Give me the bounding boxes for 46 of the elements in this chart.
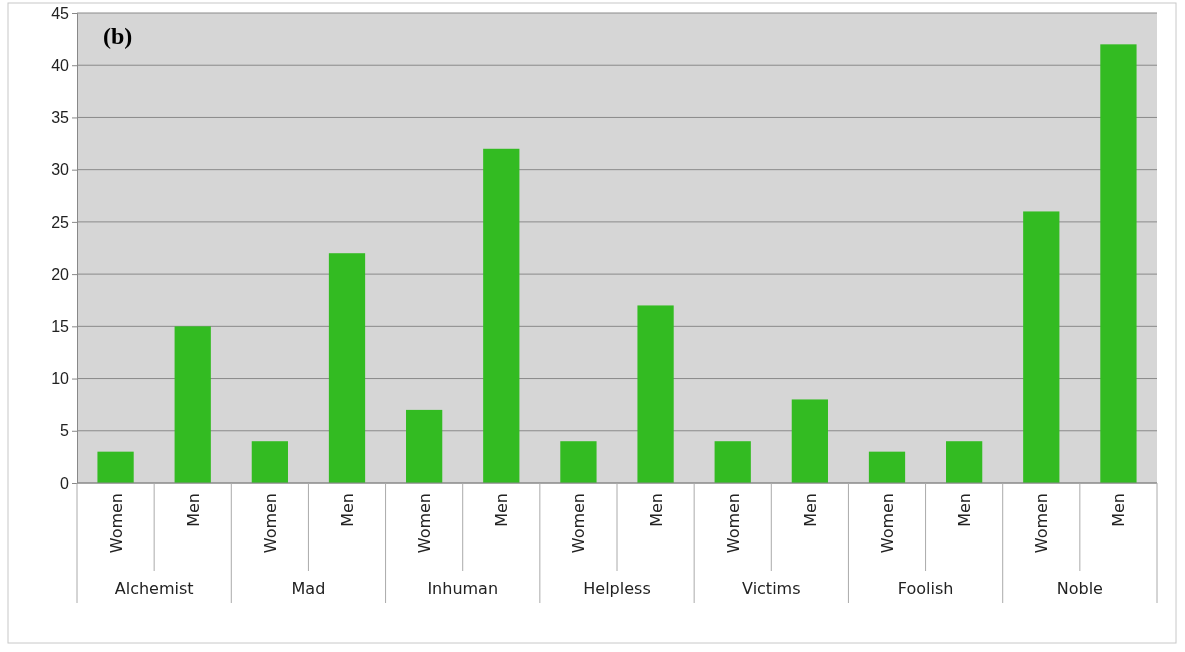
x-tick-label: Noble (1056, 579, 1103, 598)
text: Women (260, 493, 280, 554)
bar (1100, 44, 1137, 483)
bar (406, 409, 443, 483)
text: Men (492, 493, 512, 527)
y-tick-label: 35 (51, 109, 70, 127)
text: Men (338, 493, 357, 527)
bar (637, 305, 674, 483)
bar (868, 451, 906, 483)
y-tick-label: 25 (51, 213, 70, 231)
text: Men (646, 493, 666, 527)
bar (251, 441, 288, 483)
bar (97, 451, 134, 483)
bar (483, 148, 520, 483)
text: Men (800, 493, 820, 527)
y-tick-label: 5 (60, 422, 70, 440)
x-tick-label: Mad (291, 579, 326, 598)
y-tick-label: 30 (51, 161, 70, 179)
bar (174, 326, 211, 483)
bar (1023, 211, 1060, 483)
y-tick-label: 40 (51, 56, 70, 74)
bar (714, 441, 751, 483)
text: Women (1032, 493, 1052, 554)
bar (560, 441, 597, 483)
y-tick-label: 15 (51, 317, 70, 335)
x-tick-label: Alchemist (114, 579, 194, 598)
x-tick-label: Inhuman (427, 579, 499, 598)
x-tick-label: Victims (742, 579, 801, 598)
bar (791, 399, 828, 483)
y-tick-label: 0 (60, 474, 70, 492)
text: Women (878, 493, 897, 554)
y-tick-label: 10 (51, 370, 70, 388)
bar (328, 253, 366, 483)
y-tick-label: 20 (51, 265, 70, 283)
text: Men (955, 493, 975, 527)
text: Women (415, 493, 435, 554)
text: Women (106, 493, 126, 554)
bar (946, 441, 983, 483)
chart-title: (b) (103, 23, 133, 49)
x-tick-label: Helpless (583, 579, 651, 598)
text: Men (1109, 493, 1129, 527)
y-tick-label: 45 (51, 4, 70, 22)
text: Women (569, 493, 589, 554)
x-tick-label: Foolish (897, 579, 954, 598)
text: Men (183, 493, 203, 527)
text: Women (723, 493, 743, 554)
